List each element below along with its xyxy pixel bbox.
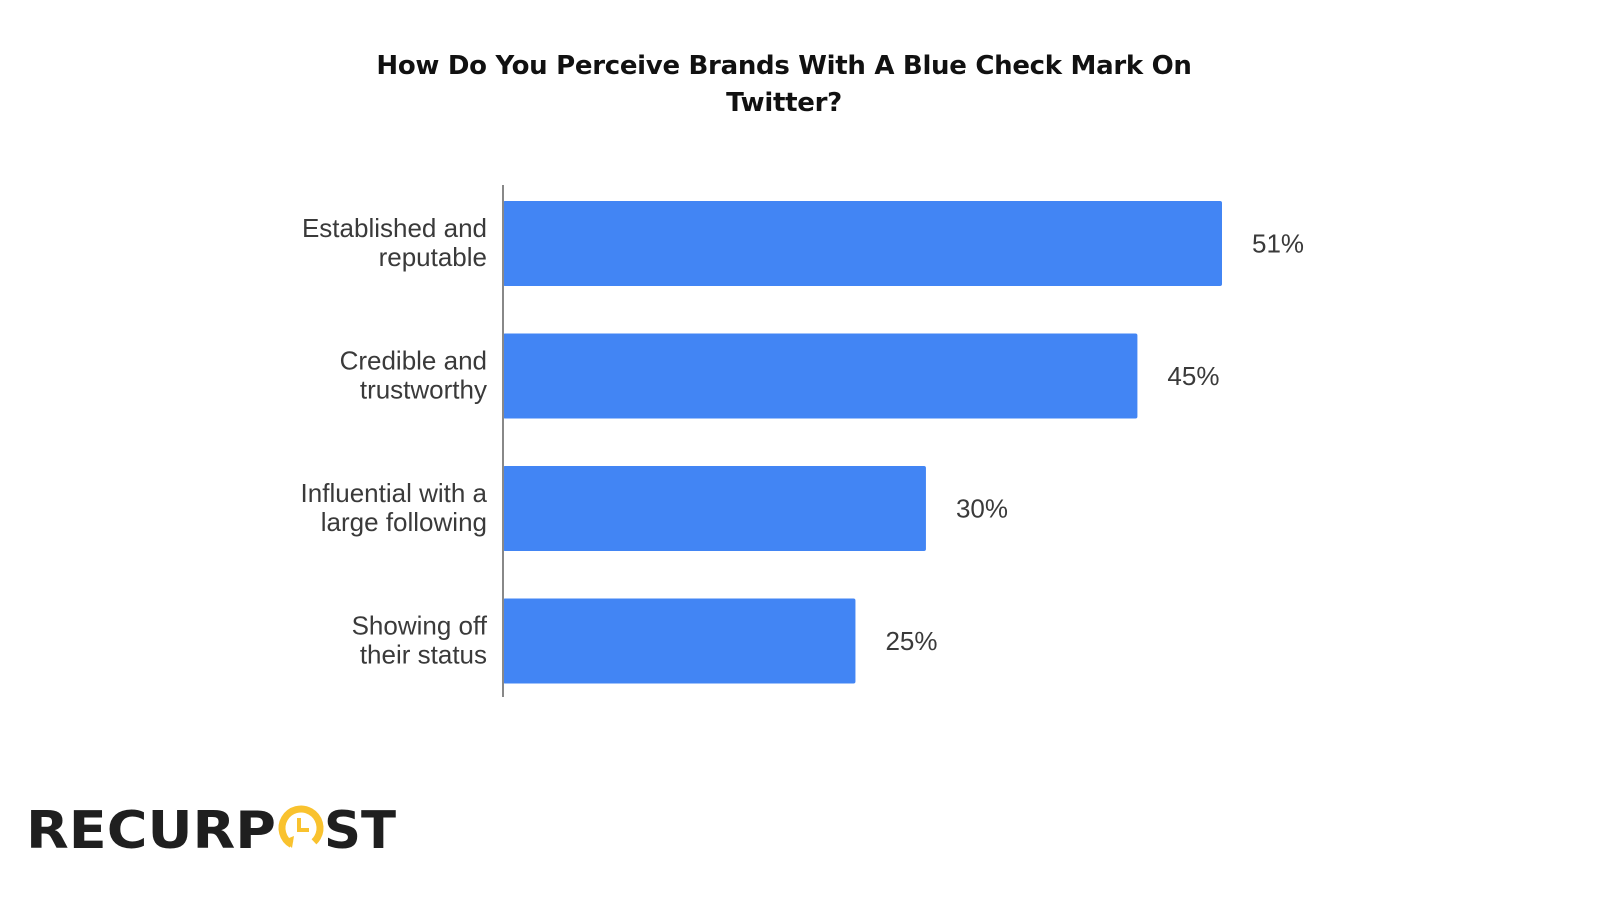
svg-text:ST: ST xyxy=(324,801,397,856)
bar-1 xyxy=(503,333,1138,419)
value-label: 51% xyxy=(1252,229,1304,259)
bar-0 xyxy=(503,201,1222,286)
category-label: Showing off xyxy=(352,611,488,641)
category-label: Influential with a xyxy=(301,478,488,508)
category-label: their status xyxy=(360,640,487,670)
bar-2 xyxy=(503,466,926,551)
bar-3 xyxy=(503,598,856,684)
clock-icon xyxy=(278,805,324,851)
value-label: 45% xyxy=(1167,361,1219,391)
chart-title: How Do You Perceive Brands With A Blue C… xyxy=(376,51,1192,118)
value-label: 30% xyxy=(956,494,1008,524)
value-label: 25% xyxy=(885,626,937,656)
svg-text:RECURP: RECURP xyxy=(26,801,276,856)
category-label: large following xyxy=(321,507,487,537)
category-label: trustworthy xyxy=(360,375,487,405)
recurpost-logo: RECURP ST xyxy=(26,801,397,856)
category-label: reputable xyxy=(379,242,487,272)
category-label: Credible and xyxy=(340,346,487,376)
category-label: Established and xyxy=(302,213,487,243)
